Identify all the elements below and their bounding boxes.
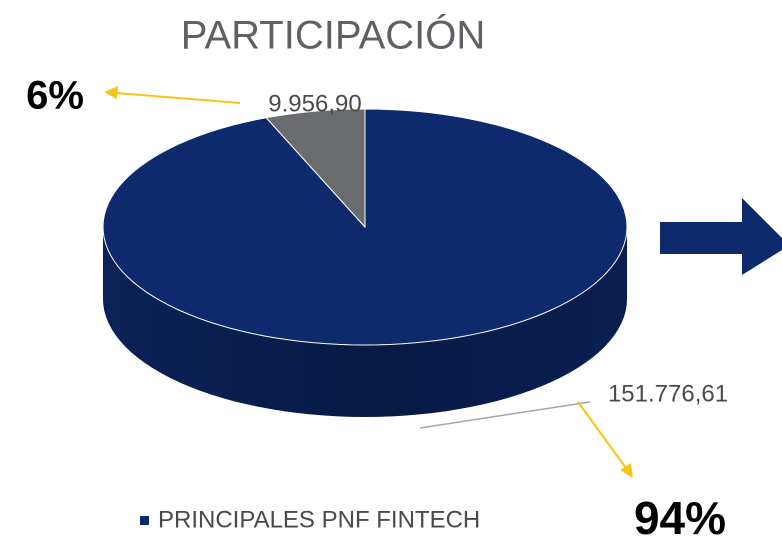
- labels: 151.776,61 94% 9.956,90 6%: [26, 74, 728, 545]
- pointer-line: [115, 92, 241, 104]
- data-label: 9.956,90: [268, 90, 361, 117]
- pie: [102, 108, 628, 417]
- slice-side: [103, 227, 627, 417]
- pointer-head: [104, 86, 118, 99]
- arrow-shape: [660, 198, 782, 275]
- legend-label: PRINCIPALES PNF FINTECH: [158, 506, 480, 533]
- chart-title: PARTICIPACIÓN: [181, 13, 486, 58]
- leader-line: [419, 401, 591, 429]
- pointer-line: [577, 401, 627, 469]
- pointer-head: [620, 463, 633, 478]
- legend-swatch: [140, 516, 149, 525]
- percent-label: 6%: [26, 74, 84, 118]
- percent-label: 94%: [634, 492, 726, 544]
- data-label: 151.776,61: [608, 380, 728, 407]
- slice: [265, 108, 366, 229]
